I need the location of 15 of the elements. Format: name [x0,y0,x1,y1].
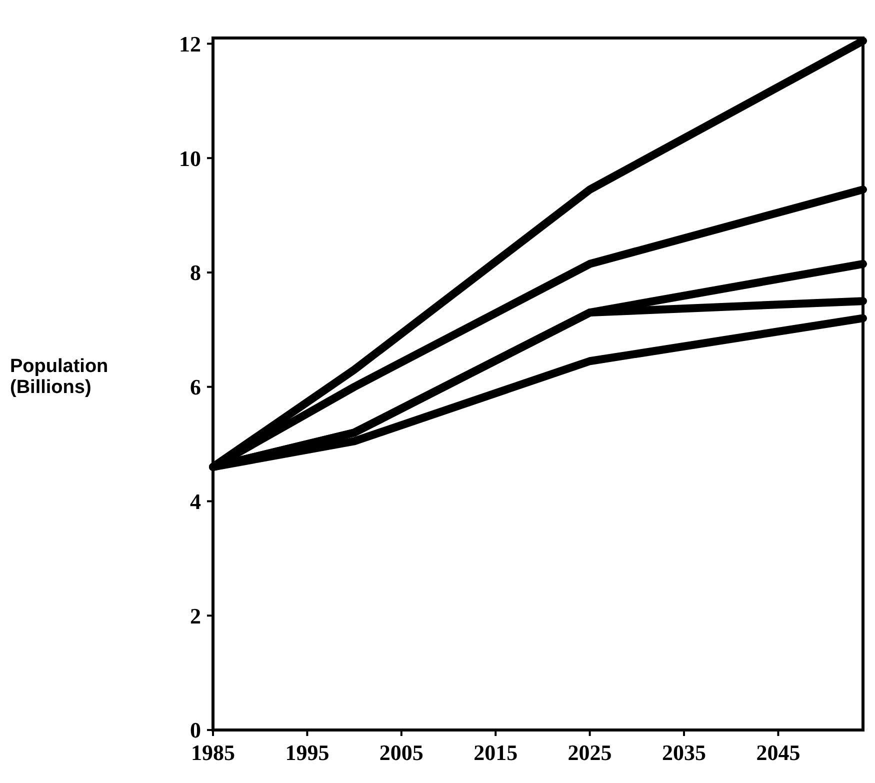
y-tick-label: 6 [190,374,201,400]
y-tick-label: 2 [190,603,201,628]
y-tick-label: 4 [190,488,201,514]
x-tick-label: 2035 [662,740,706,765]
y-tick-label: 0 [190,718,201,743]
x-tick-label: 1995 [285,740,330,765]
x-tick-label: 2045 [756,740,800,765]
y-axis-title: Population (Billions) [10,356,108,398]
y-tick-label: 8 [190,260,201,286]
x-tick-label: 2005 [379,740,424,765]
y-tick-label: 10 [179,146,201,171]
y-tick-label: 12 [179,31,201,56]
x-tick-label: 2025 [568,740,612,765]
x-tick-label: 1985 [191,740,235,765]
x-tick-label: 2015 [474,740,518,765]
